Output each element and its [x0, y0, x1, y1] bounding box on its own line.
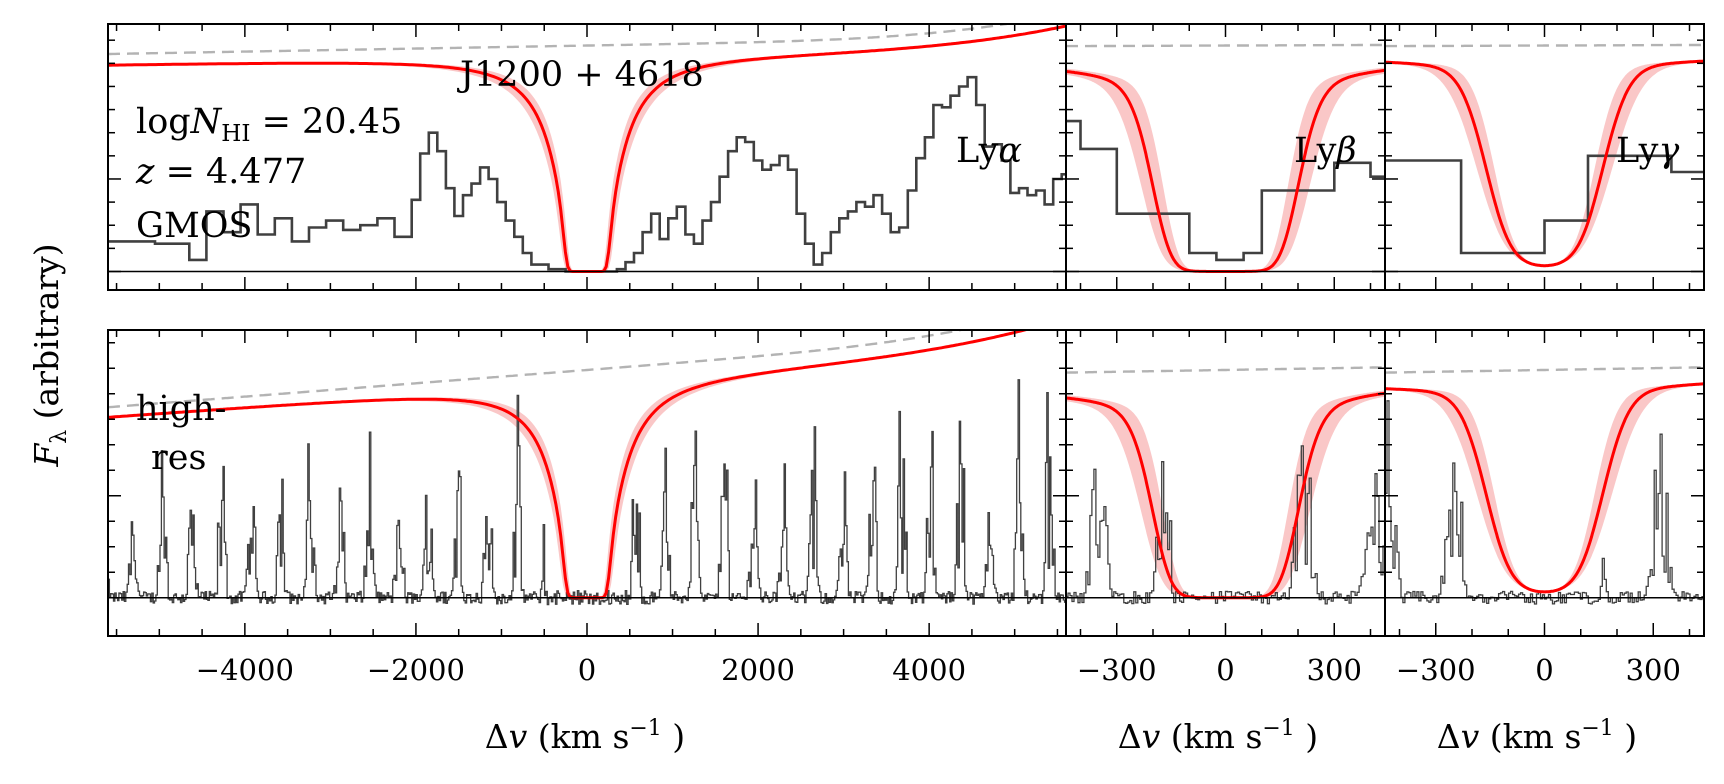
- x-tick-label: 0: [578, 653, 596, 687]
- x-tick-label: −4000: [196, 653, 294, 687]
- x-axis-title-lya: Δv (km s−1 ): [485, 716, 685, 756]
- x-tick-label: 2000: [721, 653, 795, 687]
- continuum-lyg-gmos: [1385, 43, 1704, 48]
- continuum-curves: [108, 24, 1704, 409]
- y-axis-title: Fλ (arbitrary): [27, 243, 72, 467]
- spectrum-lya-gmos: [108, 75, 1066, 273]
- x-tick-label: −2000: [367, 653, 465, 687]
- continuum-lyb-gmos: [1066, 43, 1385, 48]
- panel-frame-lyg-gmos: [1384, 23, 1705, 291]
- spectrum-lyg-gmos: [1385, 154, 1704, 255]
- x-axis-title-lyb: Δv (km s−1 ): [1118, 716, 1318, 756]
- instrument-label: GMOS: [136, 206, 252, 246]
- model-band-lyb-hr: [1066, 390, 1385, 598]
- panel-frames: [107, 23, 1705, 637]
- ion-label-lya: Lyα: [956, 131, 1022, 171]
- model-bands: [108, 25, 1704, 598]
- continuum-lyb-hr: [1066, 366, 1385, 374]
- x-tick-label: 0: [1216, 653, 1234, 687]
- highres-label-line1: high-: [136, 389, 227, 429]
- model-band-lya-hr: [108, 330, 1026, 598]
- model-band-lyg-gmos: [1385, 60, 1704, 266]
- continuum-lyg-hr: [1385, 366, 1704, 374]
- spectrum-lyg-highres: [1385, 400, 1704, 605]
- x-tick-label: 4000: [892, 653, 966, 687]
- x-tick-label: 0: [1535, 653, 1553, 687]
- model-lyg-hr: [1385, 382, 1704, 594]
- spectrum-curves: [108, 75, 1704, 606]
- ion-label-lyb: Lyβ: [1294, 131, 1357, 171]
- highres-label-line2: res: [151, 438, 206, 478]
- continuum-lya-hr: [108, 330, 967, 409]
- spectrum-lya-highres: [108, 379, 1066, 606]
- x-axis-title-lyg: Δv (km s−1 ): [1437, 716, 1637, 756]
- model-lya-hr: [108, 330, 1031, 600]
- model-band-lyg-hr: [1385, 382, 1704, 592]
- model-band-lyb-gmos: [1066, 67, 1385, 272]
- spectrum-lyb-gmos: [1066, 119, 1385, 262]
- spectrum-lyb-highres: [1066, 445, 1385, 605]
- x-tick-label: −300: [1396, 653, 1476, 687]
- x-tick-label: 300: [1307, 653, 1362, 687]
- axis-ticks: [108, 24, 1704, 636]
- ion-label-lyg: Lyγ: [1616, 131, 1679, 171]
- redshift-label: z = 4.477: [135, 152, 306, 192]
- panel-frame-lya-hr: [107, 329, 1067, 637]
- x-tick-labels: −4000 −2000 0 2000 4000 −300 0 300 −300 …: [196, 653, 1681, 687]
- column-density-label: logNHI = 20.45: [136, 102, 402, 147]
- continuum-lya-gmos: [108, 24, 1014, 56]
- panel-frame-lyg-hr: [1384, 329, 1705, 637]
- x-tick-label: −300: [1077, 653, 1157, 687]
- model-lyg-gmos: [1385, 59, 1704, 268]
- object-name: J1200 + 4618: [457, 55, 704, 95]
- x-tick-label: 300: [1626, 653, 1681, 687]
- zero-lines: [108, 270, 1704, 599]
- panel-frame-lyb-hr: [1065, 329, 1386, 637]
